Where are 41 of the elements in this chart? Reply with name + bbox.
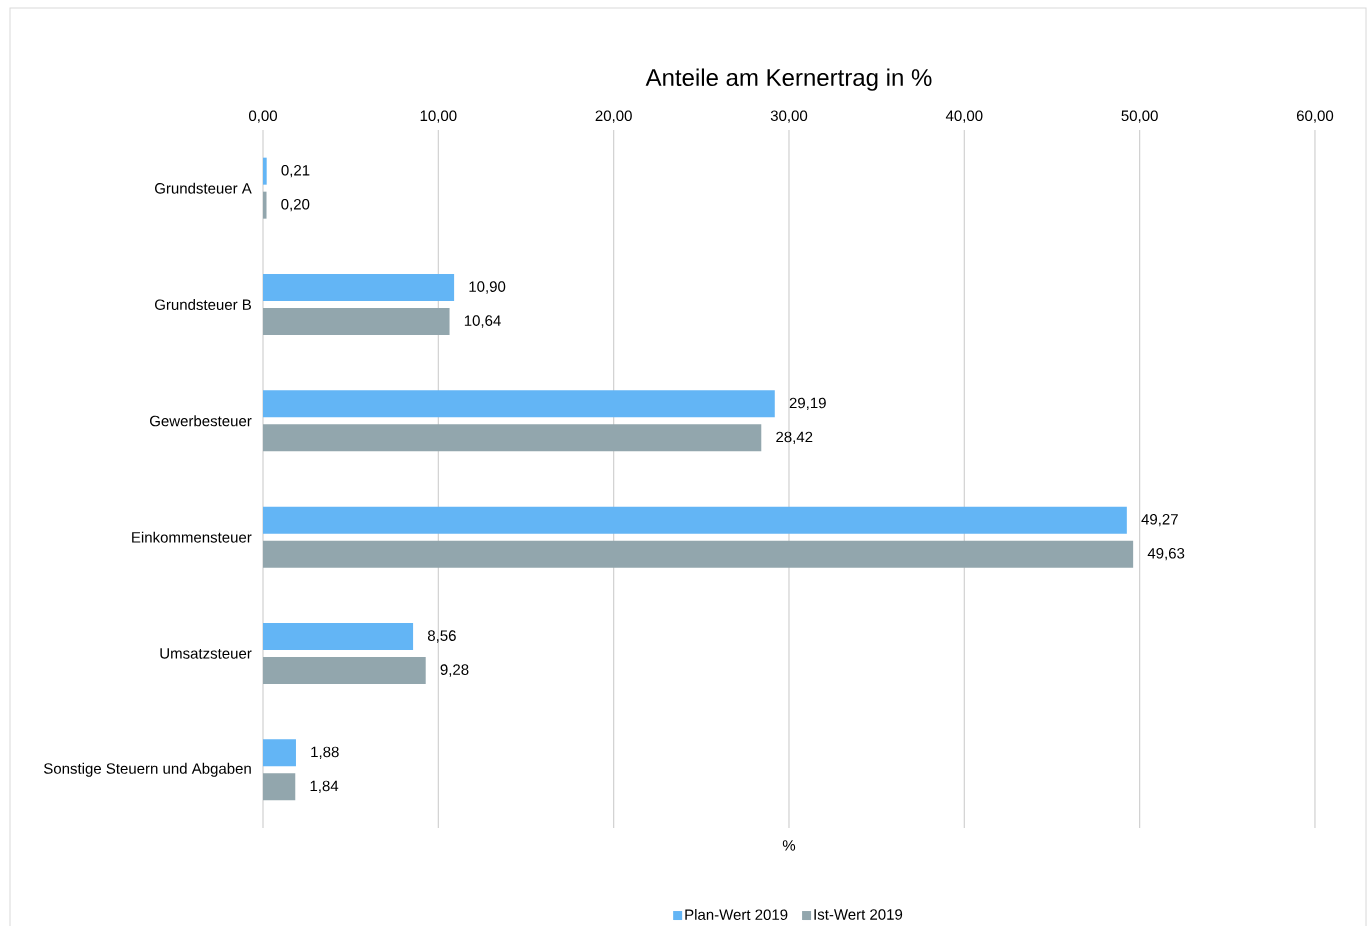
bar (263, 274, 455, 301)
data-label: 49,27 (1141, 513, 1178, 527)
data-label: 8,56 (427, 630, 456, 643)
x-tick-label: 40,00 (945, 110, 983, 123)
x-tick-label: 20,00 (595, 110, 632, 123)
x-axis-title: % (782, 840, 796, 851)
y-tick-label: Grundsteuer A (155, 182, 252, 194)
data-label: 1,88 (311, 746, 339, 760)
chart-title: Anteile am Kernertrag in % (645, 68, 932, 91)
data-label: 0,20 (281, 198, 310, 212)
y-tick-label: Umsatzsteuer (160, 648, 252, 659)
bar (263, 739, 296, 767)
legend-label: Ist-Wert 2019 (814, 909, 903, 920)
x-tick-label: 10,00 (420, 110, 457, 123)
data-label: 9,28 (440, 664, 469, 677)
data-label: 0,21 (281, 164, 310, 178)
bar (263, 308, 450, 335)
y-tick-label: Sonstige Steuern und Abgaben (43, 762, 251, 777)
data-label: 10,64 (464, 315, 501, 328)
bar (263, 657, 426, 685)
data-label: 29,19 (789, 397, 826, 411)
data-label: 1,84 (310, 780, 339, 794)
x-tick-label: 0,00 (249, 110, 278, 123)
y-tick-label: Gewerbesteuer (150, 415, 252, 427)
data-label: 49,63 (1147, 547, 1185, 561)
x-tick-label: 30,00 (770, 110, 808, 123)
bar (263, 390, 775, 418)
bar (263, 773, 296, 801)
bar (263, 424, 762, 452)
bar (263, 540, 1134, 568)
x-tick-label: 60,00 (1296, 110, 1334, 123)
legend-label: Plan-Wert 2019 (685, 908, 788, 920)
bar (263, 157, 267, 185)
bar (263, 191, 267, 219)
data-label: 28,42 (776, 431, 813, 445)
x-tick-label: 50,00 (1121, 110, 1158, 123)
data-label: 10,90 (469, 281, 506, 294)
bar (263, 506, 1127, 534)
bar (263, 623, 414, 650)
y-tick-label: Grundsteuer B (155, 298, 251, 310)
y-tick-label: Einkommensteuer (132, 531, 252, 543)
